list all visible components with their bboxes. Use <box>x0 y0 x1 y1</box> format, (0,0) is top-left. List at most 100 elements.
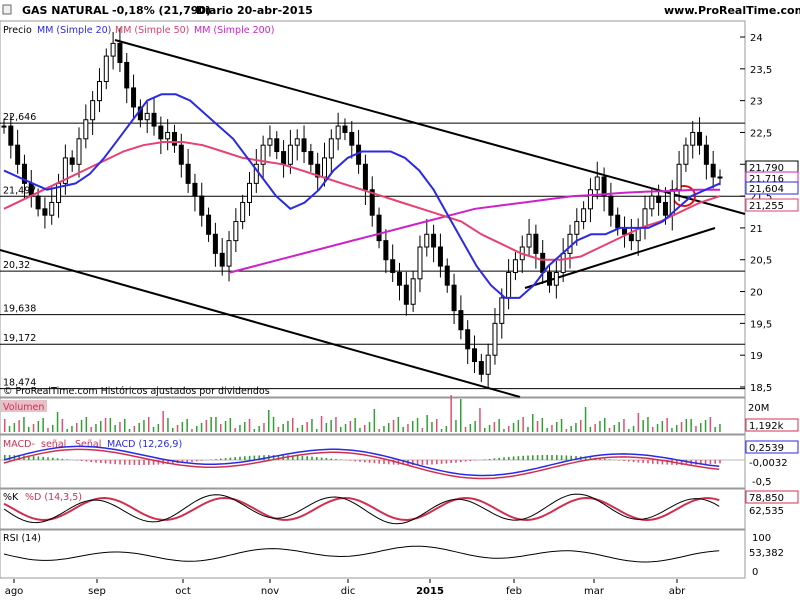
volume-bar <box>229 418 232 432</box>
volume-bar <box>608 428 611 432</box>
macd-histogram-bar <box>493 458 496 460</box>
macd-histogram-bar <box>320 457 323 460</box>
macd-histogram-bar <box>37 456 40 460</box>
candle-body <box>96 81 102 102</box>
rsi-indicator <box>3 545 720 563</box>
volume-bar <box>13 423 16 432</box>
candle-body <box>560 252 566 273</box>
candle-body <box>206 214 212 235</box>
volume-panel[interactable] <box>0 397 746 435</box>
volume-bar <box>71 426 73 432</box>
volume-bar <box>407 424 409 432</box>
rsi-panel[interactable] <box>0 529 746 579</box>
x-tick-label: 2015 <box>416 586 444 597</box>
macd-histogram-bar <box>522 455 524 460</box>
macd-histogram-bar <box>349 460 352 461</box>
candle-body <box>226 240 232 267</box>
stoch-panel[interactable] <box>0 488 746 530</box>
macd-histogram-bar <box>512 456 515 460</box>
y-tick-label: 20,5 <box>750 256 772 267</box>
volume-bar <box>560 419 563 432</box>
macd-histogram-bar <box>685 460 688 465</box>
volume-bar <box>580 420 582 432</box>
candle-body <box>274 138 280 153</box>
volume-bar <box>52 425 54 432</box>
macd-histogram-bar <box>388 460 390 465</box>
candle-body <box>8 125 14 146</box>
macd-histogram-bar <box>253 455 256 460</box>
volume-title: Volumen <box>3 402 44 413</box>
volume-bar <box>61 419 64 432</box>
macd-histogram-bar <box>584 456 587 460</box>
candle-body <box>465 329 471 350</box>
macd-line <box>3 445 720 477</box>
macd-histogram-bar <box>109 460 112 464</box>
candle-body <box>42 208 48 216</box>
date: 20-abr-2015 <box>237 4 313 17</box>
volume-bar <box>301 425 304 432</box>
macd-histogram-bar <box>52 457 54 460</box>
macd-title-senal: señal <box>41 439 66 450</box>
volume-bars <box>4 395 721 432</box>
volume-bar <box>42 418 44 432</box>
volume-bar <box>431 422 433 432</box>
candle-body <box>369 189 375 216</box>
volume-bar <box>565 429 568 432</box>
price-label-box <box>745 198 799 212</box>
volume-bar <box>56 412 59 432</box>
macd-histogram-bar <box>551 455 553 460</box>
candle-body <box>103 55 109 83</box>
candle-body <box>35 195 41 210</box>
y-tick-label: 19 <box>750 351 763 362</box>
macd-histogram-bar <box>119 460 121 465</box>
site-url[interactable]: www.ProRealTime.com <box>664 4 800 17</box>
volume-bar <box>474 421 476 432</box>
macd-histogram-bar <box>234 457 236 460</box>
volume-bar <box>205 420 208 432</box>
macd-histogram-bar <box>258 455 260 460</box>
volume-bar <box>344 424 347 432</box>
candle-body <box>390 259 396 273</box>
candle-body <box>233 221 239 242</box>
macd-histogram-bar <box>143 460 145 465</box>
candle-body <box>171 131 177 146</box>
candle-body <box>526 233 532 248</box>
stoch-k-line <box>3 493 720 525</box>
stoch-d-value: 62,535 <box>749 506 784 517</box>
rsi-tick-100: 100 <box>752 533 771 544</box>
volume-bar <box>426 415 428 432</box>
macd-title-macd: MACD- <box>3 439 35 450</box>
macd-histogram-bar <box>373 460 376 464</box>
volume-bar <box>522 417 524 432</box>
candle-body <box>83 119 89 140</box>
candle-body <box>451 284 457 312</box>
macd-histogram-bar <box>532 455 534 460</box>
volume-bar <box>210 417 212 432</box>
volume-bar <box>632 426 635 432</box>
candle-body <box>547 271 553 286</box>
macd-histogram-bar <box>599 458 601 460</box>
candle-body <box>294 138 300 146</box>
legend-sma200: MM (Simple 200) <box>194 25 274 36</box>
macd-histogram-bar <box>392 460 395 465</box>
volume-bar <box>460 399 462 432</box>
volume-bar <box>383 426 385 432</box>
y-tick-label: 21,5 <box>750 192 772 203</box>
candle-body <box>676 163 682 191</box>
macd-histogram-bar <box>426 460 428 465</box>
stoch-k-value: 78,850 <box>749 493 784 504</box>
macd-histogram-bar <box>157 460 160 465</box>
macd-histogram-bar <box>18 455 20 460</box>
volume-bar <box>143 420 145 432</box>
candle-body <box>703 144 709 165</box>
x-tick-label: nov <box>261 586 279 597</box>
volume-bar <box>181 422 184 432</box>
macd-histogram-bar <box>383 460 385 464</box>
price-label-box <box>745 181 799 195</box>
volume-bar <box>191 429 193 432</box>
volume-bar <box>287 421 289 432</box>
candle-body <box>321 157 327 178</box>
volume-bar <box>546 428 548 432</box>
menu-icon[interactable] <box>2 4 12 15</box>
